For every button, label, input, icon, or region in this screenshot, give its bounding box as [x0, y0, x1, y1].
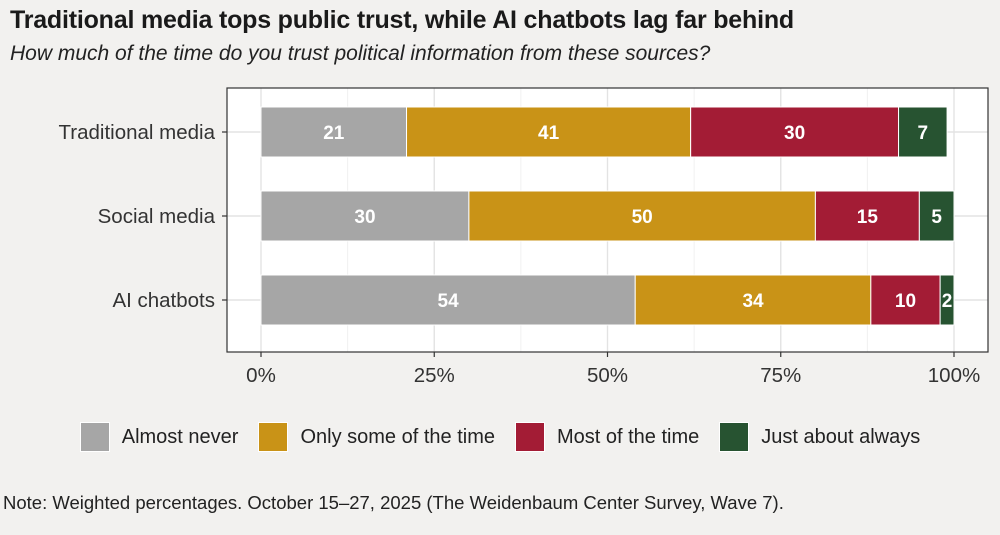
- data-label: 5: [931, 207, 942, 228]
- legend-item-only-some: Only some of the time: [258, 422, 495, 452]
- bar-segment: [870, 274, 941, 326]
- bar-segment: [918, 190, 955, 242]
- x-tick-label: 0%: [246, 364, 276, 387]
- bar-segment: [260, 106, 408, 158]
- bar-segment: [690, 106, 900, 158]
- legend-swatch: [79, 422, 110, 452]
- data-label: 50: [632, 207, 653, 228]
- bar-segment: [260, 274, 636, 326]
- x-tick-label: 25%: [414, 364, 455, 387]
- data-label: 10: [895, 291, 916, 312]
- data-label: 54: [438, 291, 460, 312]
- bar-segment: [260, 190, 470, 242]
- legend-label: Almost never: [121, 425, 239, 448]
- data-label: 7: [918, 123, 929, 144]
- chart-title: Traditional media tops public trust, whi…: [10, 6, 794, 34]
- y-tick-label: AI chatbots: [112, 289, 215, 312]
- legend-label: Just about always: [761, 425, 921, 448]
- legend: Almost never Only some of the time Most …: [0, 422, 1000, 452]
- y-tick-label: Social media: [98, 205, 216, 228]
- x-tick-label: 50%: [587, 364, 628, 387]
- data-label: 30: [784, 123, 805, 144]
- bar-segment: [814, 190, 920, 242]
- data-label: 2: [942, 291, 953, 312]
- data-label: 15: [857, 207, 879, 228]
- data-label: 34: [742, 291, 764, 312]
- chart-subtitle: How much of the time do you trust politi…: [10, 42, 711, 65]
- legend-item-almost-never: Almost never: [79, 422, 239, 452]
- x-tick-label: 75%: [760, 364, 801, 387]
- bar-segment: [634, 274, 872, 326]
- legend-swatch: [258, 422, 289, 452]
- footnote: Note: Weighted percentages. October 15–2…: [3, 492, 784, 513]
- data-label: 21: [323, 123, 345, 144]
- bar-segment: [939, 274, 955, 326]
- legend-label: Most of the time: [556, 425, 700, 448]
- bar-segment: [898, 106, 948, 158]
- data-label: 30: [354, 207, 375, 228]
- legend-label: Only some of the time: [300, 425, 495, 448]
- legend-swatch: [514, 422, 545, 452]
- x-tick-label: 100%: [928, 364, 980, 387]
- bar-segment: [406, 106, 692, 158]
- legend-item-most: Most of the time: [514, 422, 700, 452]
- y-tick-label: Traditional media: [59, 121, 216, 144]
- legend-swatch: [719, 422, 750, 452]
- stacked-bar-chart: 21 41 30 7 30 50 15 5 54 34 10 2 Traditional media So…: [59, 87, 989, 387]
- legend-item-always: Just about always: [719, 422, 920, 452]
- data-label: 41: [538, 123, 560, 144]
